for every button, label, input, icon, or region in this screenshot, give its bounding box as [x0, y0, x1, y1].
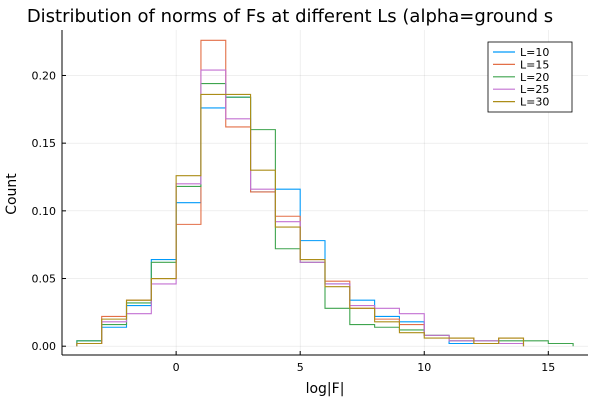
legend-label: L=10 — [520, 46, 549, 59]
x-tick-label: 15 — [541, 361, 555, 374]
series-group — [76, 39, 574, 347]
x-axis-label: log|F| — [306, 381, 345, 397]
legend-label: L=25 — [520, 83, 549, 96]
y-tick-label: 0.20 — [32, 69, 57, 82]
x-tick-label: 10 — [417, 361, 431, 374]
y-tick-label: 0.05 — [32, 273, 57, 286]
series-line-L=30 — [76, 93, 525, 347]
legend: L=10L=15L=20L=25L=30 — [487, 41, 573, 113]
axes — [61, 30, 588, 356]
chart-title: Distribution of norms of Fs at different… — [27, 6, 553, 27]
series-line-L=25 — [76, 69, 525, 347]
y-tick-label: 0.15 — [32, 137, 57, 150]
x-tick-label: 5 — [297, 361, 304, 374]
y-axis-label: Count — [4, 173, 20, 215]
legend-label: L=15 — [520, 58, 549, 71]
x-tick-label: 0 — [173, 361, 180, 374]
y-tick-label: 0.00 — [32, 340, 57, 353]
legend-label: L=30 — [520, 96, 549, 109]
legend-label: L=20 — [520, 71, 549, 84]
ticks: 0 5 10 15 0.00 0.05 0.10 0.15 0.20 — [32, 69, 556, 374]
y-tick-label: 0.10 — [32, 205, 57, 218]
